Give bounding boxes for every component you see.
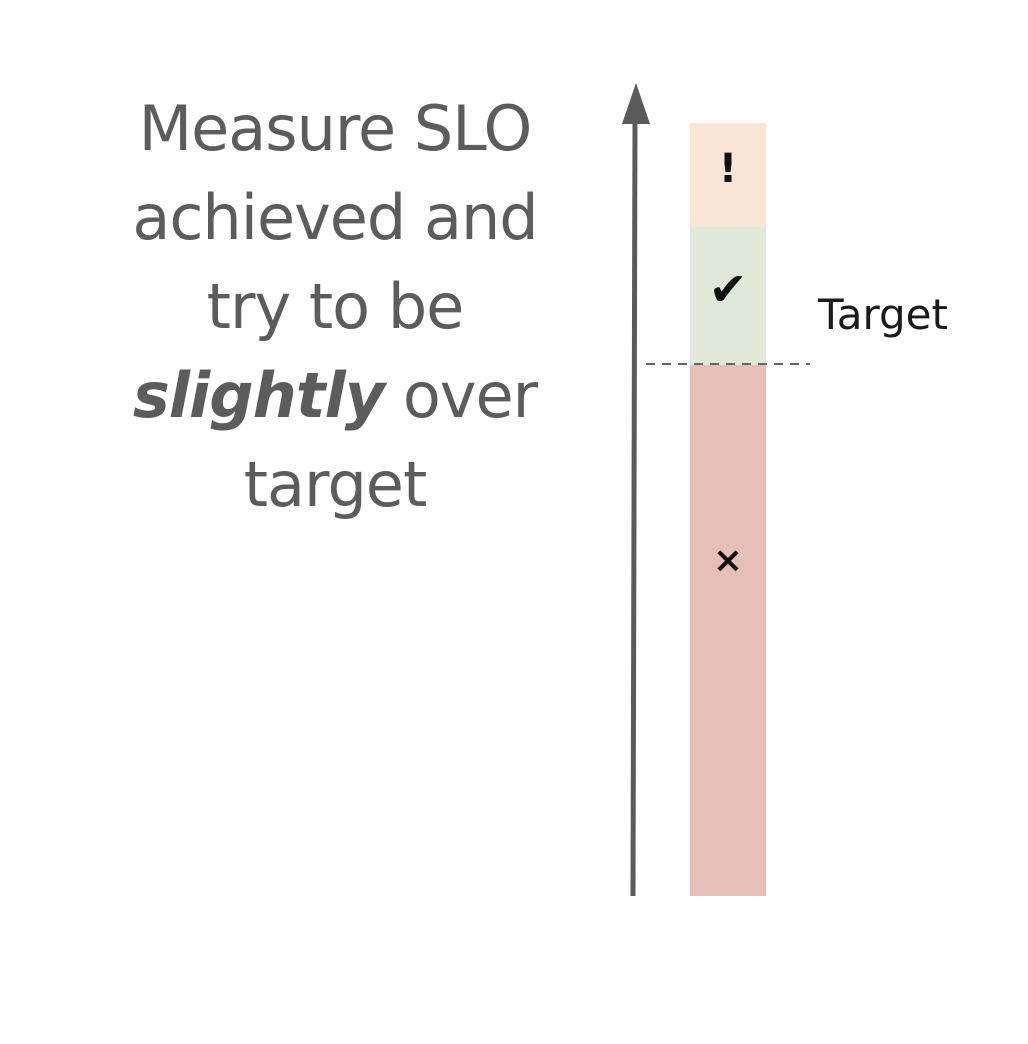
headline-line-4: slightly over [60,351,610,440]
warning-icon: ! [718,146,738,192]
headline-line-5: target [243,448,428,521]
headline-emphasis: slightly [132,359,385,432]
headline-line-1: Measure SLO [138,92,533,165]
axis-arrowhead [622,83,650,124]
cross-icon: × [712,540,744,581]
zone-slightly-over-target [690,227,766,365]
zone-over-target [690,123,766,227]
headline-line-2: achieved and [132,181,538,254]
zone-below-target [690,365,766,896]
headline: Measure SLO achieved and try to be sligh… [60,84,610,529]
target-label: Target [818,290,948,339]
headline-line-3: try to be [206,270,465,343]
headline-line-4-rest: over [384,359,538,432]
check-icon: ✔ [708,262,748,316]
vertical-axis [630,117,638,897]
